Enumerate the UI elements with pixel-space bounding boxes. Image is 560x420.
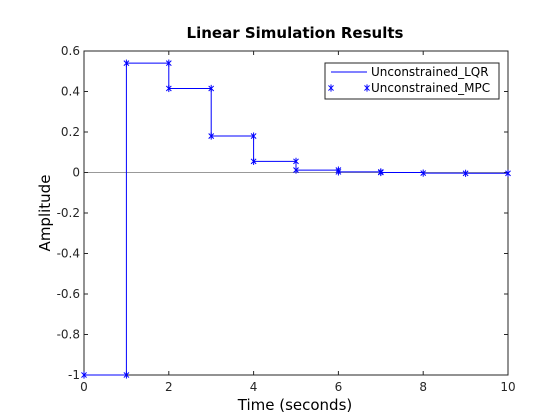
legend-box [324, 62, 500, 100]
y-tick-label: 0.2 [61, 125, 80, 139]
legend-star-left [328, 84, 334, 92]
mpc-marker [165, 84, 172, 93]
mpc-marker [123, 371, 130, 379]
y-tick-label: -0.2 [57, 206, 80, 220]
y-tick-label: 0 [72, 166, 80, 180]
plot-area [83, 50, 509, 376]
legend-marker-mpc [328, 84, 370, 92]
mpc-marker [335, 168, 342, 176]
x-tick-label: 6 [335, 380, 343, 394]
y-axis-label: Amplitude [36, 175, 54, 252]
x-tick-label: 0 [80, 380, 88, 394]
mpc-marker [123, 59, 130, 67]
series-unconstrained-mpc [81, 59, 511, 379]
mpc-marker [250, 132, 257, 140]
mpc-marker [462, 169, 469, 177]
x-tick-label: 2 [165, 380, 173, 394]
mpc-marker [293, 166, 299, 174]
mpc-marker [293, 157, 299, 165]
legend-star-right [364, 84, 370, 92]
mpc-marker [250, 157, 257, 165]
y-tick-label: 0.6 [61, 44, 80, 58]
mpc-marker [505, 169, 511, 177]
x-axis-label: Time (seconds) [237, 396, 353, 414]
mpc-marker [165, 59, 172, 67]
x-tick-label: 4 [250, 380, 258, 394]
y-tick-label: -0.8 [57, 328, 80, 342]
legend-label-lqr: Unconstrained_LQR [371, 65, 489, 79]
x-axis: 0 2 4 6 8 10 [80, 51, 516, 394]
y-tick-label: 0.4 [61, 85, 80, 99]
mpc-marker [420, 169, 427, 177]
mpc-marker [377, 168, 384, 177]
legend: Unconstrained_LQR Unconstrained_MPC [324, 62, 500, 100]
y-tick-label: -0.4 [57, 247, 80, 261]
chart-title: Linear Simulation Results [187, 24, 404, 42]
legend-label-mpc: Unconstrained_MPC [371, 81, 490, 95]
mpc-marker [208, 132, 215, 140]
y-tick-label: -1 [68, 368, 80, 382]
y-axis: 0.6 0.4 0.2 0 -0.2 -0.4 -0.6 -0.8 -1 [57, 44, 508, 382]
x-tick-label: 10 [500, 380, 515, 394]
y-tick-label: -0.6 [57, 287, 80, 301]
x-tick-label: 8 [419, 380, 427, 394]
mpc-marker [208, 84, 215, 93]
mpc-marker [81, 371, 87, 379]
